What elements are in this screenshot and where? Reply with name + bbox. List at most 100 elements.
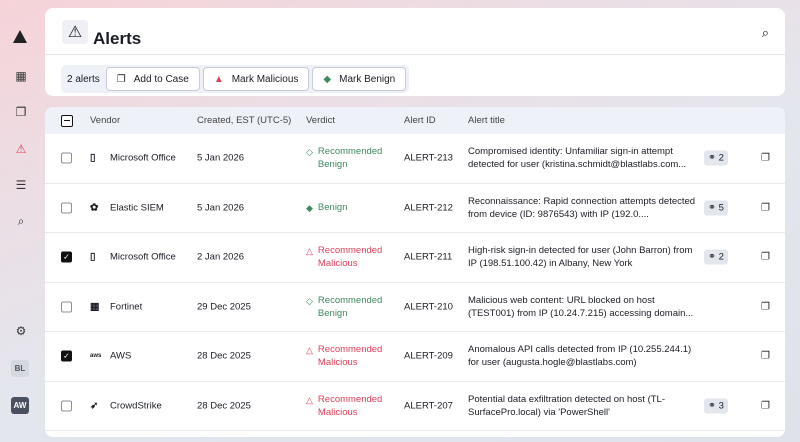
verdict-icon: ◆ [306, 202, 313, 213]
table-row[interactable]: ➶ CrowdStrike 28 Dec 2025 △ Recommended Ma… [45, 382, 785, 431]
alert-id[interactable]: ALERT-209 [404, 350, 453, 362]
add-to-case-icon[interactable]: ❐ [761, 152, 770, 164]
linked-alerts-badge[interactable]: ⚭ 3 [704, 398, 728, 414]
diamond-icon: ◆ [323, 73, 332, 85]
vendor: CrowdStrike [110, 400, 162, 412]
alerts-table: Vendor Created, EST (UTC-5) Verdict Aler… [45, 107, 785, 437]
row-checkbox[interactable] [61, 400, 72, 412]
table-header: Vendor Created, EST (UTC-5) Verdict Aler… [45, 107, 785, 134]
vendor-icon: ✿ [90, 202, 99, 214]
col-verdict[interactable]: Verdict [306, 115, 336, 126]
alert-id[interactable]: ALERT-212 [404, 202, 453, 214]
triangle-icon: ▲ [213, 73, 224, 85]
vendor-icon: ▯ [90, 251, 96, 263]
verdict-line2: Malicious [317, 357, 358, 369]
add-to-case-button[interactable]: ❐ Add to Case [105, 67, 200, 91]
verdict: ◇ Recommended Benign [306, 145, 382, 171]
header-card: ⚠ Alerts ⌕ 2 alerts ❐ Add to Case ▲ Mark M… [45, 8, 785, 96]
row-checkbox[interactable] [61, 152, 72, 164]
mark-benign-button[interactable]: ◆ Mark Benign [312, 67, 407, 91]
search-icon[interactable]: ⌕ [761, 25, 769, 40]
alert-title[interactable]: Reconnaissance: Rapid connection attempt… [468, 195, 696, 220]
add-to-case-icon[interactable]: ❐ [761, 400, 770, 412]
link-icon: ⚭ [708, 251, 716, 263]
verdict: ◆ Benign [306, 201, 348, 215]
created-date: 29 Dec 2025 [197, 301, 251, 313]
table-row[interactable]: ✓ aws AWS 28 Dec 2025 △ Recommended Malici… [45, 332, 785, 382]
vendor-icon: ➶ [90, 400, 99, 412]
add-to-case-icon[interactable]: ❐ [761, 350, 770, 362]
verdict-icon: △ [306, 246, 313, 257]
vendor-icon: ▯ [90, 152, 96, 164]
verdict-line1: Benign [317, 201, 348, 213]
alert-title[interactable]: Compromised identity: Unfamiliar sign-in… [468, 146, 687, 171]
alert-title[interactable]: High-risk sign-in detected for user (Joh… [468, 245, 693, 270]
alert-id[interactable]: ALERT-210 [404, 301, 453, 313]
col-alert-id[interactable]: Alert ID [404, 115, 436, 126]
verdict-line1: Recommended [317, 393, 383, 405]
row-checkbox[interactable] [61, 301, 72, 313]
dashboard-icon[interactable]: ▦ [15, 69, 27, 83]
vendor: Fortinet [110, 301, 143, 313]
cases-icon[interactable]: ❐ [15, 105, 27, 119]
row-checkbox[interactable]: ✓ [61, 251, 72, 263]
select-all-checkbox[interactable] [61, 114, 73, 127]
add-to-case-icon[interactable]: ❐ [761, 202, 770, 214]
created-date: 5 Jan 2026 [197, 152, 245, 164]
add-to-case-icon[interactable]: ❐ [761, 251, 770, 263]
linked-alerts-badge[interactable]: ⚭ 2 [704, 150, 728, 166]
search-nav-icon[interactable]: ⌕ [17, 213, 25, 228]
logo [13, 30, 27, 43]
alert-triangle-icon: ⚠ [62, 20, 88, 44]
vendor: Microsoft Office [110, 251, 176, 263]
linked-alerts-badge[interactable]: ⚭ 2 [704, 249, 728, 265]
link-icon: ⚭ [708, 202, 716, 214]
mark-malicious-button[interactable]: ▲ Mark Malicious [202, 67, 310, 91]
vendor: AWS [110, 350, 132, 362]
add-to-case-label: Add to Case [133, 73, 189, 85]
vendor: Elastic SIEM [110, 202, 164, 214]
alerts-icon[interactable]: ⚠ [15, 142, 27, 156]
selected-count: 2 alerts [67, 73, 100, 85]
table-row[interactable]: ▦ Fortinet 29 Dec 2025 ◇ Recommended Benig… [45, 283, 785, 332]
case-icon: ❐ [116, 73, 126, 85]
row-checkbox[interactable]: ✓ [61, 350, 72, 362]
verdict-icon: △ [306, 394, 313, 405]
col-alert-title[interactable]: Alert title [468, 115, 505, 126]
vendor: Microsoft Office [110, 152, 176, 164]
linked-count: 2 [718, 152, 724, 164]
alert-title[interactable]: Malicious web content: URL blocked on ho… [468, 294, 694, 319]
alert-id[interactable]: ALERT-207 [404, 400, 453, 412]
add-to-case-icon[interactable]: ❐ [761, 301, 770, 313]
user-avatar[interactable]: AW [11, 397, 29, 414]
divider [45, 54, 785, 55]
mark-benign-label: Mark Benign [339, 73, 396, 85]
verdict-line2: Benign [317, 307, 348, 319]
vendor-icon: aws [90, 353, 102, 360]
mark-malicious-label: Mark Malicious [231, 73, 299, 85]
table-row[interactable]: ✓ ▯ Microsoft Office 2 Jan 2026 △ Recomme… [45, 233, 785, 283]
table-row[interactable]: ▯ Microsoft Office 5 Jan 2026 ◇ Recommend… [45, 134, 785, 184]
alert-title[interactable]: Anomalous API calls detected from IP (10… [468, 344, 692, 369]
alert-id[interactable]: ALERT-211 [404, 251, 453, 263]
verdict-line1: Recommended [317, 344, 383, 356]
table-row[interactable]: ✿ Elastic SIEM 5 Jan 2026 ◆ Benign ALERT-… [45, 184, 785, 233]
row-checkbox[interactable] [61, 202, 72, 214]
verdict-icon: ◇ [306, 295, 313, 306]
col-created[interactable]: Created, EST (UTC-5) [197, 115, 292, 126]
verdict: ◇ Recommended Benign [306, 294, 382, 320]
linked-count: 2 [718, 251, 724, 263]
verdict: △ Recommended Malicious [306, 393, 382, 419]
alert-title[interactable]: Potential data exfiltration detected on … [468, 393, 665, 418]
link-icon: ⚭ [708, 152, 716, 164]
link-icon: ⚭ [708, 400, 716, 412]
col-vendor[interactable]: Vendor [90, 115, 121, 126]
list-icon[interactable]: ☰ [15, 178, 27, 192]
created-date: 2 Jan 2026 [197, 251, 245, 263]
vendor-icon: ▦ [90, 301, 100, 313]
settings-icon[interactable]: ⚙ [15, 324, 27, 338]
linked-alerts-badge[interactable]: ⚭ 5 [704, 200, 728, 216]
alert-id[interactable]: ALERT-213 [404, 152, 453, 164]
verdict-line2: Malicious [317, 258, 358, 270]
org-avatar[interactable]: BL [11, 360, 29, 377]
